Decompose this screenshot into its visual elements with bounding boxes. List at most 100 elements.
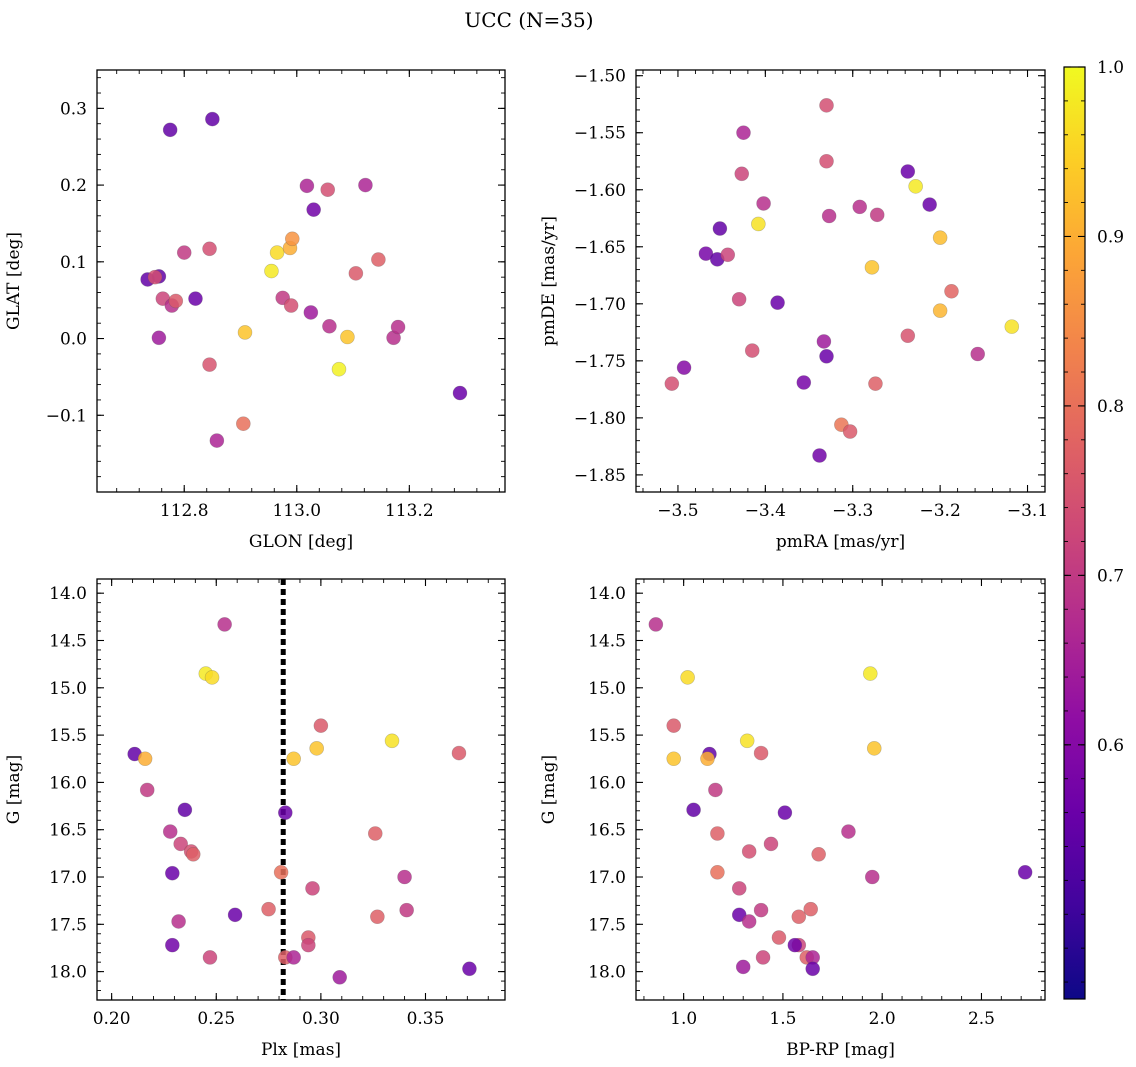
x-tick-label: 2.5 [968,1009,995,1029]
data-point [720,247,736,263]
colorbar-tick-label: 0.6 [1097,736,1124,756]
data-point [162,122,178,138]
data-point [1017,864,1033,880]
data-point [842,424,858,439]
y-axis-label: G [mag] [4,755,24,824]
data-point [462,961,477,977]
y-tick-label: 14.0 [588,584,626,604]
data-point [676,360,692,375]
data-point [864,869,880,885]
data-point [332,969,348,985]
data-point [741,844,757,859]
data-point [805,961,821,977]
x-tick-label: 113.0 [272,501,321,521]
colorbar-tick-label: 0.7 [1097,566,1124,586]
data-point [217,617,232,632]
panel-glon-glat: 112.8 113.0 113.2 −0.1 0.0 0.1 0.2 0.3 GLON [deg… [4,69,506,552]
y-tick-label: −0.1 [46,406,87,426]
data-point [165,937,180,953]
data-point [712,221,728,236]
data-point [278,805,293,820]
x-tick-label: 1.5 [769,1009,796,1029]
data-point [371,252,386,267]
data-point [286,950,301,965]
colorbar-gradient [1063,66,1086,1000]
data-point [787,937,803,953]
data-point [305,881,320,896]
y-tick-label: −1.80 [574,409,626,429]
data-point [185,847,201,862]
data-point [176,245,192,260]
data-point [777,805,793,820]
data-point [648,617,664,632]
x-tick-label: 0.20 [93,1009,131,1029]
y-tick-label: 17.0 [588,868,626,888]
data-point [205,111,220,127]
y-tick-label: 14.0 [49,584,87,604]
data-point [284,231,300,247]
y-tick-label: 15.5 [49,726,87,746]
data-point [710,864,725,880]
data-point [370,909,385,925]
data-point [165,865,180,881]
data-point [708,782,723,798]
data-point [331,361,347,377]
y-tick-label: −1.75 [574,352,626,372]
data-point [755,950,771,965]
data-point [384,733,400,749]
y-tick-label: 15.0 [588,679,626,699]
data-point [177,802,193,818]
data-point [322,318,337,334]
data-point [852,199,868,215]
x-tick-label: 1.0 [670,1009,697,1029]
data-point [237,325,253,340]
y-tick-label: 0.3 [60,99,87,119]
data-point [731,881,747,896]
data-point [862,666,878,681]
data-point [900,164,916,179]
data-point [932,230,948,245]
data-point [753,902,769,918]
data-point [283,298,299,313]
data-point [236,416,251,432]
y-tick-label: 15.0 [49,679,87,699]
data-point [301,937,316,953]
scatter-panels: 112.8 113.0 113.2 −0.1 0.0 0.1 0.2 0.3 GLON [deg… [4,67,1048,1060]
data-point [204,670,220,685]
y-tick-label: 14.5 [588,631,626,651]
y-tick-label: −1.65 [574,238,626,258]
data-point [816,334,832,349]
data-point [340,329,355,345]
y-tick-label: 16.0 [588,773,626,793]
data-point [358,177,373,193]
x-axis-label: Plx [mas] [261,1040,341,1060]
y-tick-label: 16.0 [49,773,87,793]
data-point [264,263,279,279]
y-tick-label: 17.0 [49,868,87,888]
data-point [348,266,364,281]
figure-title: UCC (N=35) [464,8,593,32]
y-tick-label: 17.5 [49,915,87,935]
data-point [731,907,747,923]
data-point [744,343,760,358]
x-tick-label: 2.0 [869,1009,896,1029]
data-point [390,319,406,335]
y-tick-label: 15.5 [588,726,626,746]
y-tick-label: 18.0 [49,963,87,983]
x-tick-label: −3.5 [657,501,698,521]
y-tick-label: 18.0 [588,963,626,983]
data-point [202,357,217,372]
data-point [751,216,766,232]
data-point [139,782,155,798]
data-point [771,930,787,945]
data-point [309,741,324,756]
panel-pmra-pmde: −3.5 −3.4 −3.3 −3.2 −3.1 −1.50 −1.55 −1.60 −1.65… [539,67,1048,552]
panel-plx-g: 0.20 0.25 0.30 0.35 14.0 14.5 15.0 15.5 16.0 16.5… [4,578,506,1060]
y-tick-label: 14.5 [49,631,87,651]
data-point [741,914,757,929]
data-point [796,375,812,390]
x-tick-label: 0.30 [302,1009,340,1029]
x-tick-label: 0.35 [407,1009,445,1029]
data-point [739,733,755,749]
data-point [700,751,715,767]
